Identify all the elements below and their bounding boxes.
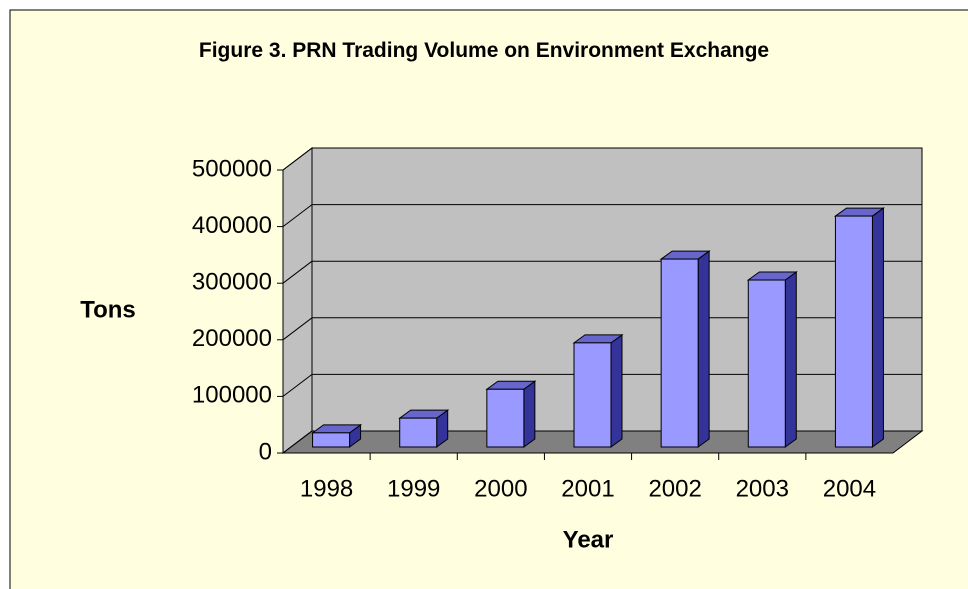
bar [660,258,699,448]
y-axis-title: Tons [80,296,136,323]
bar-side [697,250,710,448]
x-tick-label: 2001 [561,475,614,502]
y-tick-label: 400000 [192,212,272,239]
bar-side [610,333,623,448]
y-tick-label: 300000 [192,269,272,296]
y-tick-label: 100000 [192,382,272,409]
bar-side [523,380,536,448]
grid-line [282,374,313,397]
y-tick-label: 0 [259,438,272,465]
x-axis-title: Year [563,526,614,553]
y-tick-label: 500000 [192,155,272,182]
x-tick-label: 1998 [300,475,353,502]
bar [399,417,438,448]
bar [486,388,525,448]
x-tick-label: 2002 [648,475,701,502]
grid-line [282,147,313,171]
side-wall [282,146,313,455]
bar [747,279,786,448]
grid-line [282,317,313,341]
grid-line [282,430,313,454]
bar [312,432,351,448]
bar-side [871,207,884,448]
chart-border [9,9,968,589]
x-tick-label: 2004 [823,475,876,502]
grid-line [282,204,313,227]
grid-line [282,260,313,284]
chart-title: Figure 3. PRN Trading Volume on Environm… [198,39,770,62]
x-tick-label: 2000 [474,475,527,502]
bar-side [784,271,797,448]
x-tick-label: 1999 [387,475,440,502]
y-tick-label: 200000 [192,325,272,352]
bar [834,215,873,448]
bar [573,342,612,448]
x-tick-label: 2003 [736,475,789,502]
